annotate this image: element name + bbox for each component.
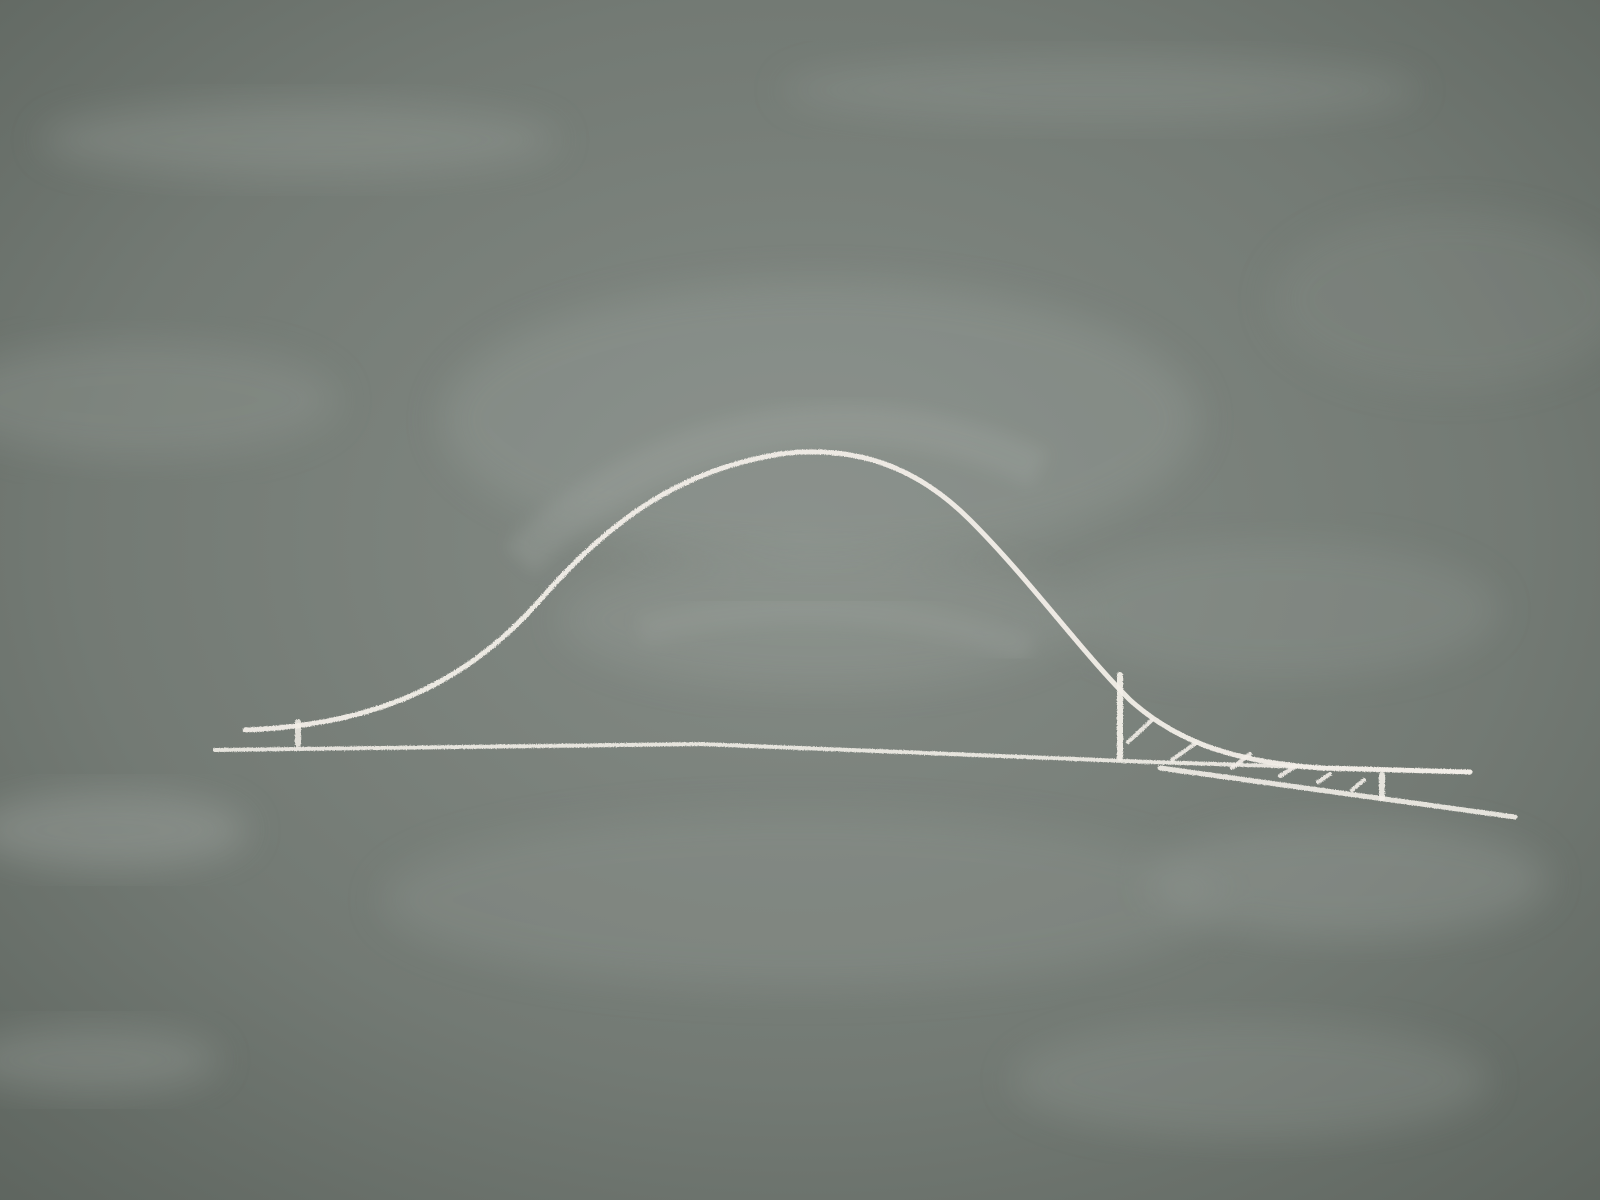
chalk-baseline-tail (1157, 765, 1518, 820)
chalk-drawing (213, 449, 1518, 820)
eraser-smudges (0, 55, 1600, 1140)
chalk-bell-curve (242, 449, 1473, 775)
chalk-tail-hatching (1126, 718, 1366, 792)
